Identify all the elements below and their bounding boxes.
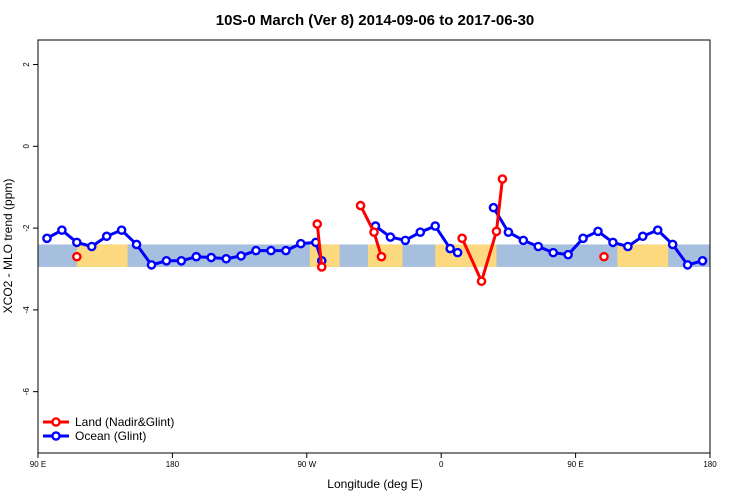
x-tick-label: 90 E: [30, 460, 46, 469]
data-point: [457, 233, 467, 244]
data-point: [266, 245, 276, 256]
data-point: [652, 225, 663, 235]
legend-entry: Land (Nadir&Glint): [43, 415, 174, 429]
data-point: [355, 200, 366, 211]
y-tick-label: -2: [22, 224, 31, 232]
data-point: [503, 227, 514, 237]
series-line: [460, 178, 504, 283]
data-point: [400, 235, 411, 246]
series-line: [315, 223, 324, 268]
x-tick-label: 180: [703, 460, 717, 469]
data-point: [131, 239, 142, 250]
y-tick-label: 2: [22, 62, 31, 67]
x-tick-label: 0: [439, 460, 444, 469]
data-point: [86, 241, 97, 252]
data-point: [518, 235, 529, 246]
data-point: [608, 237, 618, 248]
x-axis: 90 E 180 90 W 0 90 E 180: [30, 453, 717, 469]
data-point: [221, 253, 231, 264]
series-layer: [42, 174, 708, 287]
data-point: [236, 251, 246, 261]
data-point: [599, 251, 609, 262]
data-point: [488, 202, 499, 213]
data-point: [593, 226, 603, 237]
data-point: [296, 238, 306, 249]
data-point: [578, 233, 588, 244]
data-point: [667, 239, 678, 250]
data-point: [176, 256, 187, 266]
data-point: [476, 276, 487, 287]
legend-label: Ocean (Glint): [75, 429, 146, 443]
data-point: [281, 245, 291, 256]
x-tick-label: 180: [166, 460, 180, 469]
data-point: [72, 251, 82, 262]
data-point: [638, 231, 648, 242]
x-tick-label: 90 E: [567, 460, 583, 469]
legend: Land (Nadir&Glint)Ocean (Glint): [43, 415, 174, 443]
data-point: [146, 260, 157, 270]
x-axis-label: Longitude (deg E): [327, 477, 422, 491]
data-point: [376, 251, 387, 262]
x-tick-label: 90 W: [297, 460, 316, 469]
data-point: [452, 247, 463, 258]
legend-label: Land (Nadir&Glint): [75, 415, 174, 429]
data-point: [116, 225, 127, 235]
data-point: [57, 225, 67, 235]
data-point: [533, 241, 544, 252]
data-point: [430, 221, 441, 231]
data-point: [101, 231, 112, 242]
data-point: [312, 219, 323, 229]
y-tick-label: -4: [22, 306, 31, 314]
series-land-nadir-glint: [72, 174, 609, 287]
data-point: [697, 256, 708, 266]
data-point: [161, 256, 172, 266]
chart-title: 10S-0 March (Ver 8) 2014-09-06 to 2017-0…: [216, 12, 535, 29]
data-point: [369, 227, 379, 237]
y-axis-label: XCO2 - MLO trend (ppm): [1, 179, 15, 314]
data-point: [682, 260, 693, 270]
y-tick-label: 0: [22, 144, 31, 149]
plot-frame: [37, 39, 711, 454]
data-point: [548, 247, 559, 258]
data-point: [563, 249, 573, 260]
legend-swatch-marker: [51, 431, 61, 441]
data-point: [623, 241, 633, 252]
data-point: [491, 226, 502, 237]
data-point: [415, 227, 426, 237]
series-ocean-glint: [42, 202, 708, 270]
y-tick-label: -6: [22, 388, 31, 396]
data-point: [206, 252, 217, 263]
y-axis: 2 0 -2 -4 -6: [22, 62, 38, 395]
legend-swatch-marker: [51, 417, 61, 427]
data-point: [316, 262, 327, 272]
data-point: [445, 243, 455, 254]
data-point: [191, 251, 202, 262]
data-point: [72, 237, 82, 248]
data-point: [385, 232, 396, 242]
data-point: [497, 174, 508, 184]
data-point: [42, 233, 52, 244]
land-band: [76, 244, 128, 267]
legend-entry: Ocean (Glint): [43, 429, 146, 443]
data-point: [251, 245, 261, 256]
